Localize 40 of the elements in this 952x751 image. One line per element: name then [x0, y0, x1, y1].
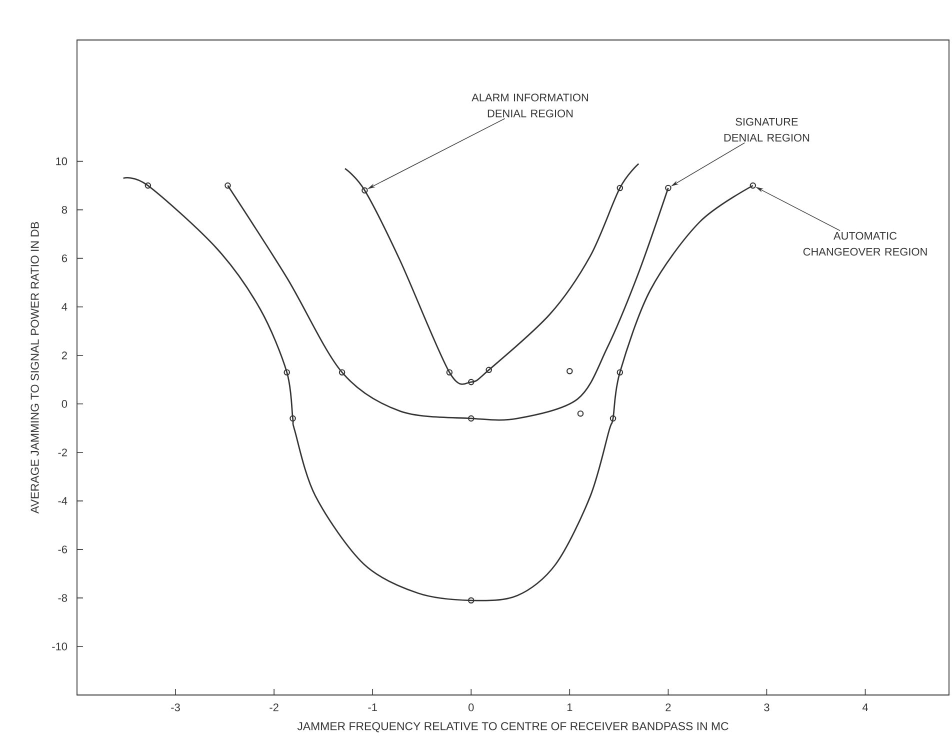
annotation: ALARM INFORMATION DENIAL REGION [472, 94, 588, 118]
x-tick-label: 4 [862, 704, 868, 712]
x-tick-label: -2 [270, 704, 278, 712]
point [290, 415, 296, 422]
x-tick-label: 3 [764, 704, 770, 712]
x-axis-title: JAMMER FREQUENCY RELATIVE TO CENTRE OF RECEIVER BANDPASS IN MC [297, 722, 728, 732]
y-tick-label: 4 [62, 303, 68, 311]
point [362, 187, 368, 194]
point [446, 369, 453, 376]
point [566, 368, 573, 374]
x-tick-label: 0 [468, 704, 474, 712]
point [616, 369, 624, 376]
y-tick-label: -10 [52, 642, 68, 650]
y-tick-label: -2 [58, 448, 67, 456]
point [338, 369, 346, 376]
x-tick-label: -1 [368, 704, 377, 712]
x-tick-label: 1 [567, 704, 572, 712]
x-tick-label: -3 [171, 704, 180, 712]
point [486, 366, 492, 374]
point [468, 378, 474, 386]
y-tick-label: -6 [58, 546, 68, 554]
y-tick-label: 10 [56, 157, 68, 166]
y-tick-label: 0 [62, 400, 68, 408]
annotation: AUTOMATIC CHANGEOVER REGION [803, 232, 927, 256]
point [468, 415, 474, 422]
annotation: SIGNATURE DENIAL REGION [724, 118, 810, 142]
line-series [122, 178, 754, 602]
point [284, 369, 290, 376]
y-tick-label: -8 [58, 594, 68, 602]
point [468, 597, 474, 604]
point [610, 415, 616, 422]
point [577, 410, 584, 417]
point [616, 184, 624, 192]
y-tick-label: 6 [62, 254, 68, 262]
x-tick-label: 2 [666, 704, 671, 712]
y-axis-title: AVERAGE JAMMING TO SIGNAL POWER RATIO IN DB [30, 222, 39, 514]
y-tick-label: 8 [62, 206, 68, 214]
y-tick-label: 2 [62, 352, 67, 360]
y-tick-label: -4 [58, 497, 68, 505]
point [144, 182, 152, 189]
